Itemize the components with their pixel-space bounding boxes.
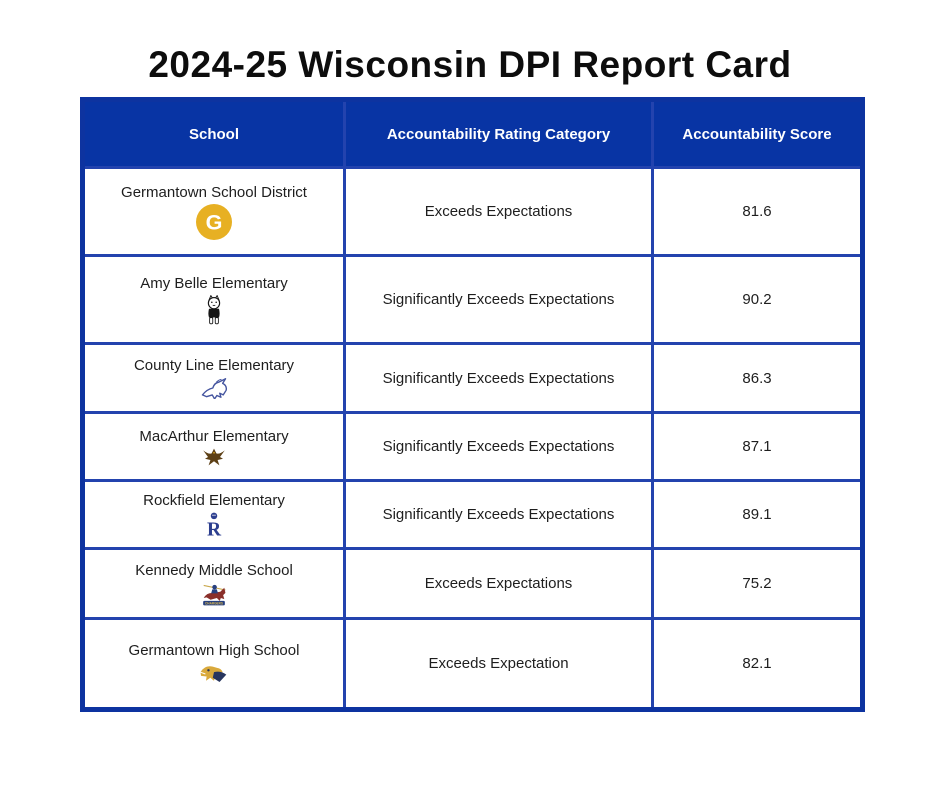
school-cell: MacArthur Elementary [81,411,346,482]
table-row: Rockfield Elementary R Significantly Exc… [81,479,864,550]
macarthur-eagle-mascot-icon [202,448,226,466]
report-card-table: School Accountability Rating Category Ac… [80,97,865,712]
col-header-rating: Accountability Rating Category [343,98,654,169]
score-cell: 89.1 [651,479,864,550]
germantown-warhawk-mascot-icon [198,662,230,686]
svg-text:G: G [206,209,223,234]
school-cell: Germantown High School [81,617,346,711]
school-name: Rockfield Elementary [143,491,285,509]
page-title: 2024-25 Wisconsin DPI Report Card [148,44,792,85]
school-cell: Kennedy Middle School CHARGERS [81,547,346,620]
school-name: County Line Elementary [133,357,295,374]
rating-cell: Exceeds Expectation [343,617,654,711]
county-line-colt-mascot-icon [199,377,229,399]
school-cell: County Line Elementary [81,342,346,414]
rating-cell: Significantly Exceeds Expectations [343,411,654,482]
school-cell: Germantown School District G [81,166,346,257]
rating-cell: Significantly Exceeds Expectations [343,479,654,550]
school-cell: Amy Belle Elementary [81,254,346,345]
score-cell: 87.1 [651,411,864,482]
score-cell: 82.1 [651,617,864,711]
school-name: MacArthur Elementary [139,427,289,445]
table-row: MacArthur Elementary Significantly Excee… [81,411,864,482]
rating-cell: Exceeds Expectations [343,166,654,257]
table-row: County Line Elementary Significantly Exc… [81,342,864,414]
kennedy-charger-mascot-icon: CHARGERS [199,582,229,606]
school-name: Germantown School District [121,183,307,201]
germantown-district-g-logo-icon: G [196,203,232,240]
table-row: Amy Belle Elementary [81,254,864,345]
amy-belle-wildcat-mascot-icon [201,294,227,325]
school-name: Kennedy Middle School [135,561,293,579]
col-header-score: Accountability Score [651,98,864,169]
rockfield-r-mascot-icon: R [202,512,226,538]
svg-text:R: R [207,519,222,538]
table-row: Germantown School District G Exceeds Exp… [81,166,864,257]
rating-cell: Significantly Exceeds Expectations [343,342,654,414]
school-cell: Rockfield Elementary R [81,479,346,550]
school-name: Amy Belle Elementary [140,274,288,292]
svg-text:CHARGERS: CHARGERS [205,601,223,605]
rating-cell: Significantly Exceeds Expectations [343,254,654,345]
score-cell: 86.3 [651,342,864,414]
header-row: School Accountability Rating Category Ac… [81,98,864,169]
table-row: Germantown High School Exceeds Expectati… [81,617,864,711]
score-cell: 75.2 [651,547,864,620]
table-row: Kennedy Middle School CHARGERS [81,547,864,620]
rating-cell: Exceeds Expectations [343,547,654,620]
score-cell: 81.6 [651,166,864,257]
col-header-school: School [81,98,346,169]
school-name: Germantown High School [128,641,300,659]
score-cell: 90.2 [651,254,864,345]
